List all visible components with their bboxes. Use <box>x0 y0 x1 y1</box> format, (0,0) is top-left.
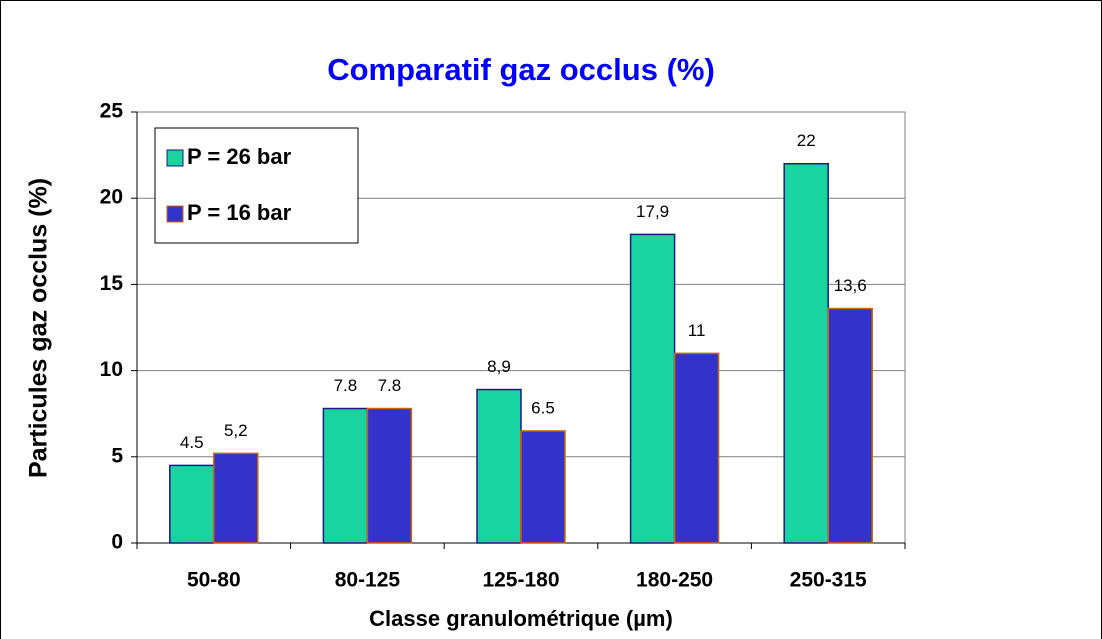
bar <box>322 407 369 544</box>
y-tick-label: 25 <box>100 100 124 123</box>
x-tick-label: 125-180 <box>482 569 559 592</box>
data-label: 4.5 <box>180 433 204 452</box>
data-label: 13,6 <box>834 276 867 295</box>
bar <box>827 307 873 544</box>
x-axis-label: Classe granulométrique (µm) <box>369 606 673 631</box>
data-label: 7.8 <box>378 376 402 395</box>
data-label: 22 <box>797 131 816 150</box>
bar <box>629 233 676 544</box>
legend-label: P = 16 bar <box>187 200 292 225</box>
data-label: 8,9 <box>487 357 511 376</box>
bar <box>783 162 829 544</box>
legend-label: P = 26 bar <box>187 144 292 169</box>
data-label: 6.5 <box>531 398 555 417</box>
y-tick-label: 20 <box>100 186 123 209</box>
y-axis-label: Particules gaz occlus (%) <box>25 178 53 478</box>
legend-swatch <box>166 205 184 223</box>
bar <box>476 388 522 544</box>
data-label: 5,2 <box>224 421 248 440</box>
data-label: 11 <box>688 321 706 340</box>
y-tick-label: 0 <box>111 531 123 554</box>
bar <box>169 464 215 544</box>
bar <box>213 452 259 544</box>
legend-box <box>154 127 359 244</box>
bar <box>520 430 566 544</box>
data-label: 7.8 <box>334 376 358 395</box>
x-tick-label: 50-80 <box>187 569 241 592</box>
y-tick-label: 5 <box>111 444 123 467</box>
x-tick-label: 250-315 <box>790 569 867 592</box>
x-tick-label: 80-125 <box>335 569 401 592</box>
y-tick-label: 15 <box>100 272 124 295</box>
y-tick-label: 10 <box>100 358 123 381</box>
bar <box>673 352 720 544</box>
data-label: 17,9 <box>636 202 669 221</box>
bar <box>366 407 413 544</box>
chart-title: Comparatif gaz occlus (%) <box>327 52 715 87</box>
legend-swatch <box>166 149 184 167</box>
x-tick-label: 180-250 <box>636 569 713 592</box>
